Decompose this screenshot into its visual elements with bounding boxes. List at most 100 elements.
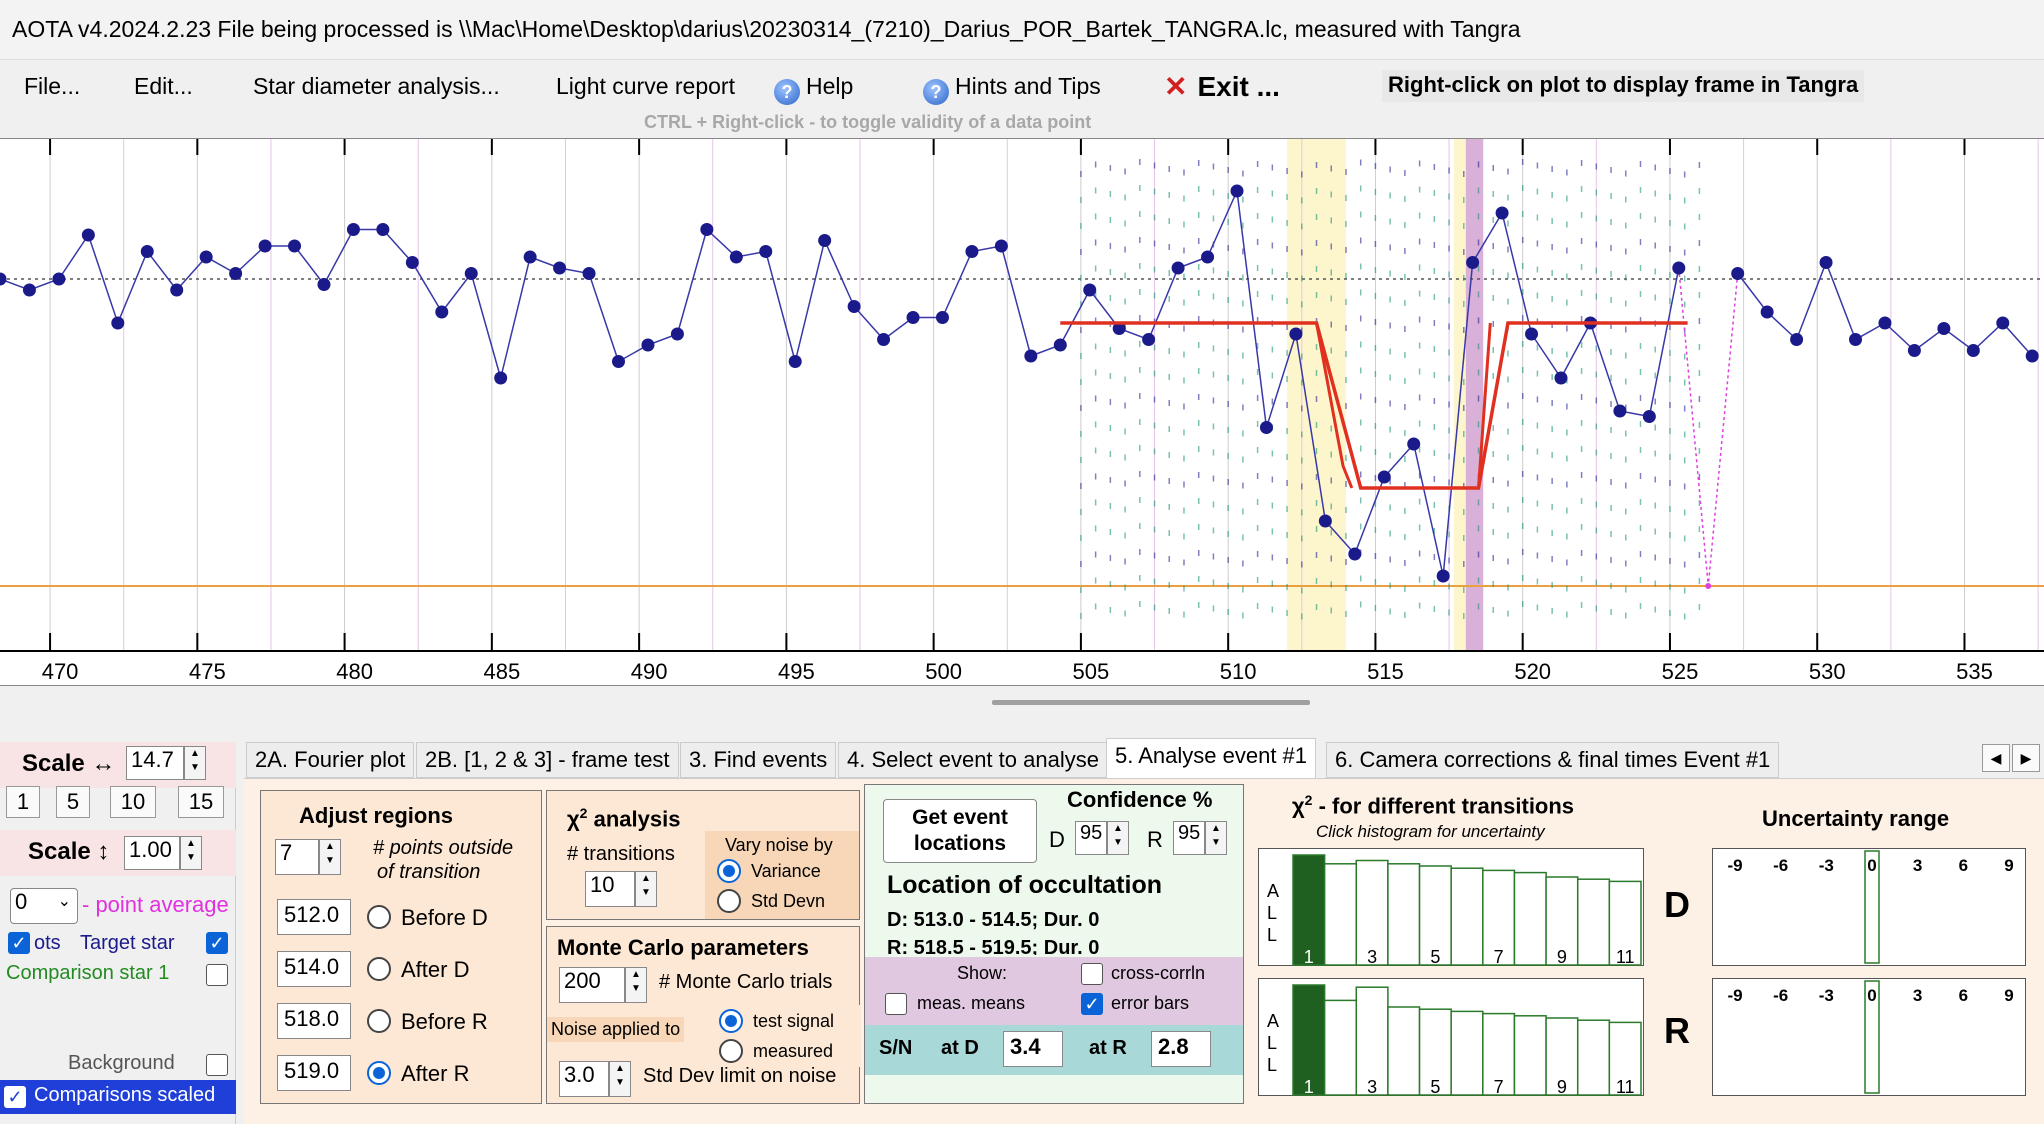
histogram-tick-label: 11: [1616, 1077, 1635, 1097]
data-point: [1937, 322, 1951, 335]
cross-corr-checkbox[interactable]: [1081, 963, 1103, 985]
tab-frame-test[interactable]: 2B. [1, 2 & 3] - frame test: [416, 742, 679, 778]
point-average-select[interactable]: 0 ⌄: [10, 888, 78, 924]
scale-btn-10[interactable]: 10: [110, 786, 156, 818]
before-d-radio[interactable]: [367, 905, 391, 929]
data-point: [1348, 547, 1362, 561]
noise-applied-group: test signal measured: [711, 1005, 861, 1067]
plot-canvas[interactable]: 470 475 480 485 490 495 500 505 510 515 520 525 530 5…: [0, 139, 2044, 687]
splitter-handle[interactable]: [992, 700, 1310, 705]
x-tick-label: 470: [42, 659, 79, 684]
after-r-radio[interactable]: [367, 1061, 391, 1085]
scale-v-stepper[interactable]: ▲ ▼: [180, 836, 202, 870]
uncertainty-tick-label: 3: [1913, 986, 1922, 1005]
histogram-tick-label: 9: [1557, 1077, 1567, 1097]
menu-help-label: Help: [806, 73, 854, 99]
confidence-d-stepper[interactable]: ▲ ▼: [1107, 821, 1129, 855]
monte-carlo-trials-input[interactable]: 200: [559, 967, 625, 1003]
monte-carlo-group: Monte Carlo parameters 200 ▲ ▼ # Monte Ca…: [546, 926, 861, 1104]
scale-btn-5[interactable]: 5: [56, 786, 90, 818]
test-signal-label: test signal: [753, 1011, 835, 1031]
comparison-star-1-label: Comparison star 1: [6, 962, 170, 984]
menu-exit-label: Exit ...: [1197, 71, 1280, 102]
data-point: [1731, 267, 1745, 280]
variance-radio[interactable]: [717, 859, 741, 883]
target-star-checkbox[interactable]: ✓: [206, 932, 228, 954]
menu-star-diameter[interactable]: Star diameter analysis...: [253, 73, 500, 99]
background-checkbox[interactable]: [206, 1054, 228, 1076]
menu-edit[interactable]: Edit...: [134, 73, 193, 99]
menu-file[interactable]: File...: [24, 73, 81, 99]
scale-h-stepper[interactable]: ▲ ▼: [184, 746, 206, 780]
comparisons-scaled-row[interactable]: ✓ Comparisons scaled: [0, 1080, 236, 1114]
before-d-input[interactable]: 512.0: [277, 899, 351, 935]
scale-v-input[interactable]: 1.00: [124, 836, 180, 870]
menu-help[interactable]: ? Help: [774, 73, 853, 105]
tab-analyse-event[interactable]: 5. Analyse event #1: [1106, 738, 1317, 780]
transitions-stepper[interactable]: ▲ ▼: [635, 871, 657, 907]
std-dev-limit-input[interactable]: 3.0: [559, 1061, 609, 1097]
monte-carlo-trials-stepper[interactable]: ▲ ▼: [625, 967, 647, 1003]
variance-label: Variance: [751, 861, 821, 881]
before-r-radio[interactable]: [367, 1009, 391, 1033]
after-d-input[interactable]: 514.0: [277, 951, 351, 987]
points-outside-stepper[interactable]: ▲ ▼: [319, 839, 341, 875]
menu-light-curve-report[interactable]: Light curve report: [556, 73, 735, 99]
data-point: [1849, 333, 1863, 346]
light-curve-plot[interactable]: 470 475 480 485 490 495 500 505 510 515 520 525 530 5…: [0, 138, 2044, 686]
scale-v-row: Scale ↕ 1.00 ▲ ▼: [0, 830, 236, 876]
scale-h-input[interactable]: 14.7: [126, 746, 184, 780]
menu-hints[interactable]: ? Hints and Tips: [923, 73, 1101, 105]
tab-scroll-left-button[interactable]: ◀: [1982, 744, 2010, 772]
after-d-radio[interactable]: [367, 957, 391, 981]
before-r-input[interactable]: 518.0: [277, 1003, 351, 1039]
chi2-analysis-group: χ2 analysis # transitions 10 ▲ ▼ Vary noi…: [546, 790, 860, 920]
tab-scroll-right-button[interactable]: ▶: [2012, 744, 2040, 772]
histogram-bar: [1323, 999, 1358, 1096]
histogram-bar: [1292, 854, 1326, 966]
confidence-r-input[interactable]: 95: [1173, 821, 1205, 855]
uncertainty-tick-label: 0: [1867, 986, 1876, 1005]
invalid-point: [1705, 583, 1712, 589]
pts-checkbox[interactable]: ✓: [8, 932, 30, 954]
data-point: [818, 234, 832, 247]
comparison-star-1-checkbox[interactable]: [206, 964, 228, 986]
scale-btn-15[interactable]: 15: [178, 786, 224, 818]
data-point: [1613, 404, 1627, 418]
x-tick-label: 510: [1220, 659, 1257, 684]
test-signal-radio[interactable]: [719, 1009, 743, 1033]
measured-radio[interactable]: [719, 1039, 743, 1063]
d-histogram[interactable]: A L L 1 3 5 7 9 11: [1258, 848, 1645, 967]
x-tick-label: 520: [1514, 659, 1551, 684]
data-point: [1760, 305, 1774, 319]
points-outside-input[interactable]: 7: [275, 839, 319, 875]
points-outside-label: # points outside: [373, 837, 514, 859]
after-r-input[interactable]: 519.0: [277, 1055, 351, 1091]
std-dev-limit-stepper[interactable]: ▲ ▼: [609, 1061, 631, 1097]
r-histogram[interactable]: A L L 1 3 5 7 9 11: [1258, 978, 1645, 1097]
uncertainty-tick-label: 9: [2004, 856, 2013, 875]
model-line-alt-r: [1477, 322, 1492, 489]
meas-means-checkbox[interactable]: [885, 993, 907, 1015]
tab-find-events[interactable]: 3. Find events: [680, 742, 837, 778]
menu-exit[interactable]: ✕ Exit ...: [1164, 70, 1280, 103]
confidence-d-input[interactable]: 95: [1075, 821, 1107, 855]
comparisons-scaled-checkbox[interactable]: ✓: [4, 1086, 26, 1108]
scale-btn-1[interactable]: 1: [6, 786, 40, 818]
std-devn-radio[interactable]: [717, 889, 741, 913]
confidence-r-stepper[interactable]: ▲ ▼: [1205, 821, 1227, 855]
error-bars-checkbox[interactable]: ✓: [1081, 993, 1103, 1015]
tab-camera-corrections[interactable]: 6. Camera corrections & final times Even…: [1326, 742, 1780, 778]
d-uncertainty-plot: -9 -6 -3 0 3 6 9: [1712, 848, 2026, 966]
pts-label: ots: [34, 932, 61, 954]
data-point: [1112, 322, 1126, 335]
transitions-input[interactable]: 10: [585, 871, 635, 907]
chi2-hist-title-label: - for different transitions: [1318, 793, 1575, 819]
histogram-tick-label: 11: [1616, 947, 1635, 967]
tab-select-event[interactable]: 4. Select event to analyse: [838, 742, 1108, 778]
get-event-locations-button[interactable]: Get event locations: [883, 799, 1037, 863]
invalid-point-link: [1678, 267, 1739, 587]
tab-fourier-plot[interactable]: 2A. Fourier plot: [246, 742, 415, 778]
